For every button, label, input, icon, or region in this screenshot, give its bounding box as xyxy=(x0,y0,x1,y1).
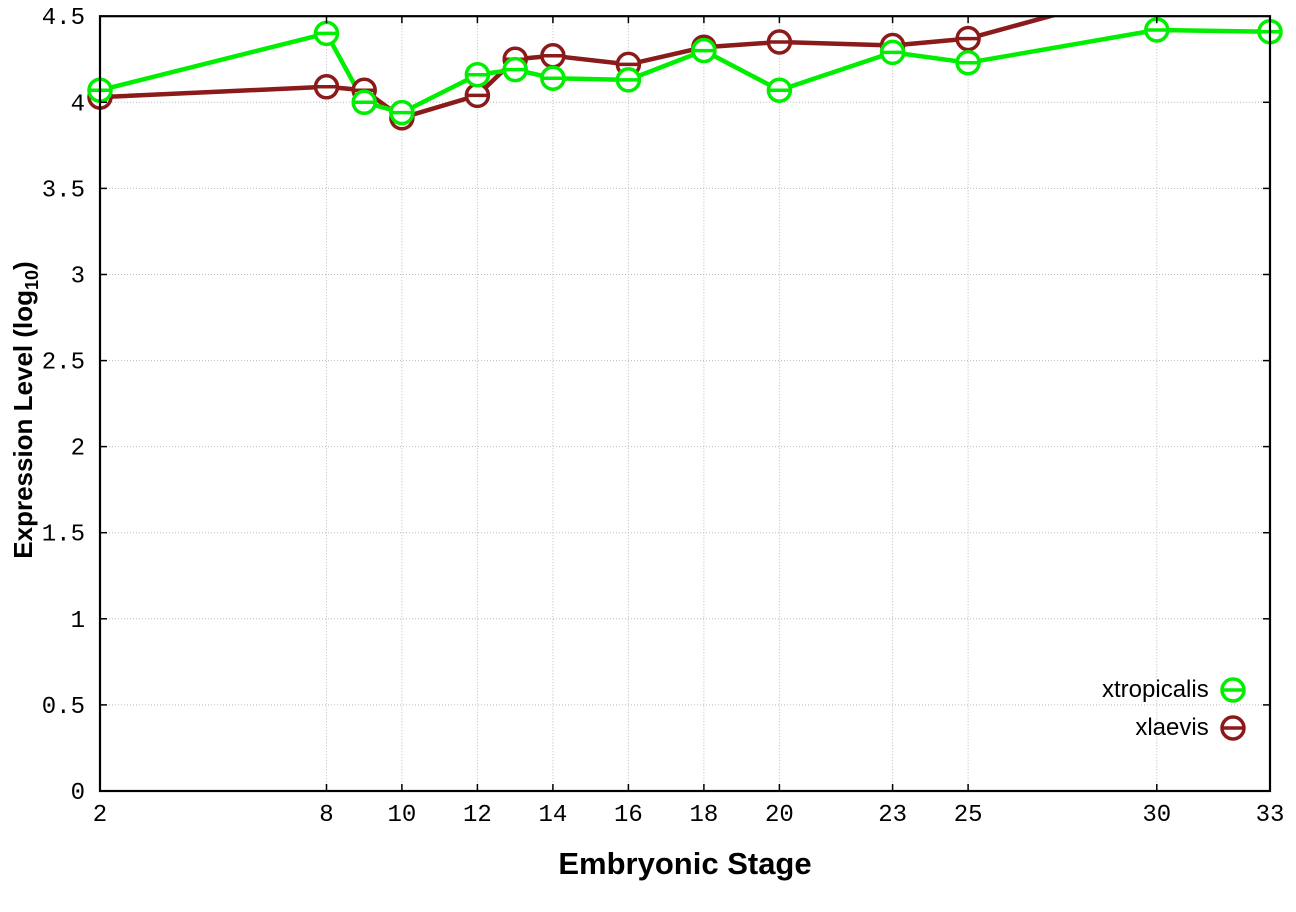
svg-text:2: 2 xyxy=(93,802,107,829)
svg-text:3.5: 3.5 xyxy=(42,177,85,204)
svg-text:1: 1 xyxy=(71,608,85,635)
svg-text:3: 3 xyxy=(71,264,85,291)
svg-text:2: 2 xyxy=(71,436,85,463)
svg-text:23: 23 xyxy=(878,802,907,829)
svg-text:10: 10 xyxy=(387,802,416,829)
svg-text:25: 25 xyxy=(954,802,983,829)
svg-text:8: 8 xyxy=(319,802,333,829)
svg-text:14: 14 xyxy=(538,802,567,829)
svg-text:30: 30 xyxy=(1142,802,1171,829)
svg-text:0.5: 0.5 xyxy=(42,694,85,721)
svg-text:33: 33 xyxy=(1256,802,1285,829)
svg-text:0: 0 xyxy=(71,780,85,807)
svg-text:12: 12 xyxy=(463,802,492,829)
svg-text:2.5: 2.5 xyxy=(42,350,85,377)
svg-text:20: 20 xyxy=(765,802,794,829)
svg-text:18: 18 xyxy=(689,802,718,829)
svg-text:16: 16 xyxy=(614,802,643,829)
svg-text:4.5: 4.5 xyxy=(42,5,85,32)
svg-text:4: 4 xyxy=(71,91,85,118)
svg-text:1.5: 1.5 xyxy=(42,522,85,549)
